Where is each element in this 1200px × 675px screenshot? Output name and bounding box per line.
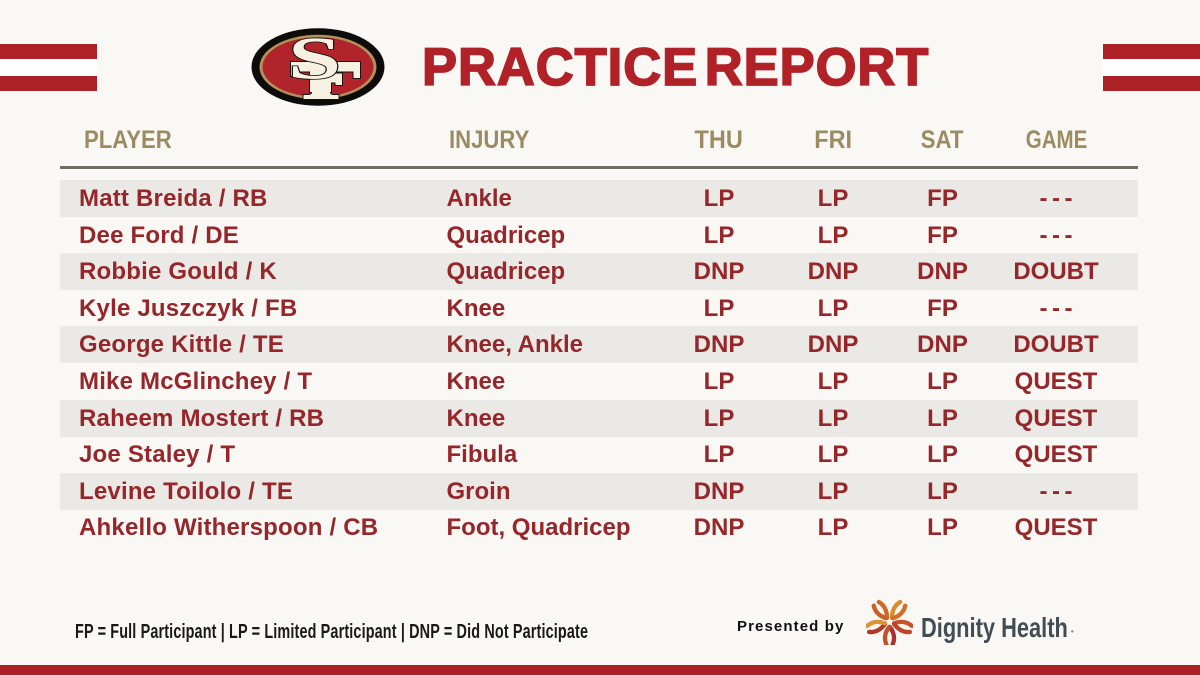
svg-text:S: S: [288, 27, 341, 92]
